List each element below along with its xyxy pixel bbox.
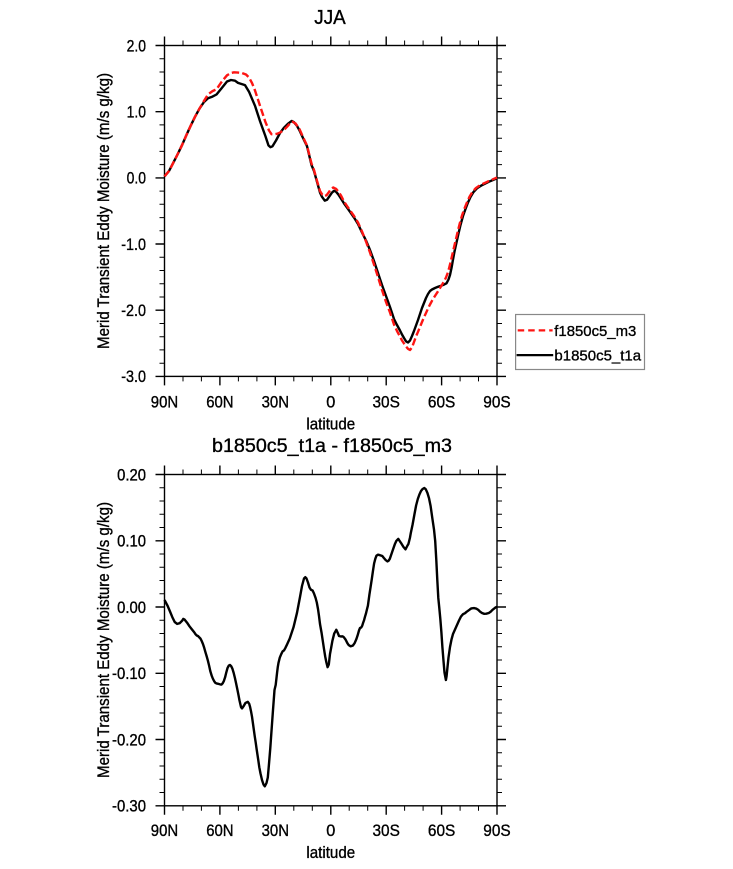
svg-text:60S: 60S — [428, 822, 456, 840]
svg-text:JJA: JJA — [314, 7, 346, 29]
svg-text:0: 0 — [326, 822, 335, 840]
svg-text:-2.0: -2.0 — [121, 302, 146, 320]
svg-text:0.10: 0.10 — [117, 533, 146, 551]
svg-text:2.0: 2.0 — [127, 37, 146, 55]
svg-text:60N: 60N — [206, 822, 233, 840]
svg-text:60N: 60N — [206, 394, 233, 412]
svg-text:0.0: 0.0 — [127, 170, 146, 188]
svg-text:-0.10: -0.10 — [112, 665, 146, 683]
svg-text:b1850c5_t1a - f1850c5_m3: b1850c5_t1a - f1850c5_m3 — [212, 435, 452, 457]
svg-text:latitude: latitude — [306, 844, 355, 862]
svg-text:b1850c5_t1a: b1850c5_t1a — [554, 348, 641, 365]
svg-text:latitude: latitude — [306, 416, 355, 434]
svg-text:30S: 30S — [373, 822, 401, 840]
svg-text:30N: 30N — [262, 394, 289, 412]
svg-text:90S: 90S — [483, 822, 511, 840]
svg-text:0.00: 0.00 — [117, 599, 146, 617]
svg-text:30N: 30N — [262, 822, 289, 840]
svg-text:60S: 60S — [428, 394, 456, 412]
svg-text:Merid Transient Eddy Moisture: Merid Transient Eddy Moisture (m/s g/kg) — [94, 502, 113, 778]
svg-text:0: 0 — [326, 394, 335, 412]
svg-text:1.0: 1.0 — [127, 104, 146, 122]
svg-text:0.20: 0.20 — [117, 466, 146, 484]
svg-text:90N: 90N — [151, 822, 178, 840]
svg-text:Merid Transient Eddy Moisture: Merid Transient Eddy Moisture (m/s g/kg) — [94, 73, 113, 349]
svg-text:f1850c5_m3: f1850c5_m3 — [554, 323, 636, 340]
svg-text:-1.0: -1.0 — [121, 236, 146, 254]
svg-text:90S: 90S — [483, 394, 511, 412]
svg-text:-3.0: -3.0 — [121, 368, 146, 386]
svg-text:-0.30: -0.30 — [112, 798, 146, 816]
svg-text:-0.20: -0.20 — [112, 731, 146, 749]
svg-text:30S: 30S — [373, 394, 401, 412]
svg-text:90N: 90N — [151, 394, 178, 412]
